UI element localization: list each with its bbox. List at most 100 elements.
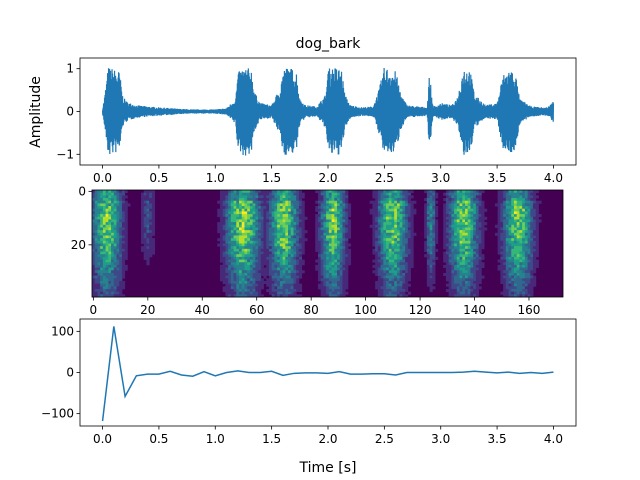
spectrogram-cell: [141, 206, 145, 210]
spectrogram-cell: [252, 200, 256, 204]
spectrogram-cell: [473, 195, 477, 199]
spectrogram-cell: [111, 238, 115, 242]
spectrogram-cell: [320, 195, 324, 199]
spectrogram-cell: [102, 251, 107, 255]
spectrogram-cell: [342, 211, 346, 215]
spectrogram-cell: [505, 230, 509, 234]
spectrogram-cell: [282, 216, 286, 220]
spectrogram-cell: [388, 256, 392, 260]
spectrogram-cell: [459, 278, 463, 282]
spectrogram-cell: [500, 206, 504, 210]
spectrogram-cell: [326, 238, 330, 242]
spectrogram-cell: [317, 259, 322, 263]
spectrogram-cell: [511, 291, 515, 295]
spectrogram-cell: [511, 248, 515, 252]
spectrogram-cell: [497, 198, 501, 202]
spectrogram-cell: [375, 230, 379, 234]
spectrogram-cell: [519, 219, 523, 223]
spectrogram-cell: [451, 272, 455, 276]
spectrogram-cell: [454, 278, 458, 282]
spectrogram-cell: [252, 235, 256, 239]
spectrogram-cell: [244, 270, 248, 274]
spectrogram-cell: [535, 200, 539, 204]
spectrogram-cell: [429, 203, 433, 207]
spectrogram-cell: [505, 286, 509, 290]
spectrogram-cell: [252, 254, 256, 258]
spectrogram-cell: [320, 264, 324, 268]
spectrogram-cell: [484, 216, 488, 220]
spectrogram-cell: [255, 264, 259, 268]
spectrogram-cell: [263, 214, 267, 218]
spectrogram-cell: [247, 227, 251, 231]
spectrogram-cell: [522, 230, 526, 234]
spectrogram-cell: [113, 264, 117, 268]
spectrogram-cell: [530, 198, 534, 202]
derivative-line: [101, 326, 554, 422]
spectrogram-cell: [516, 198, 520, 202]
spectrogram-cell: [432, 232, 436, 236]
spectrogram-cell: [108, 190, 112, 194]
spectrogram-cell: [432, 227, 436, 231]
spectrogram-cell: [317, 200, 322, 204]
spectrogram-cell: [426, 230, 430, 234]
spectrogram-cell: [228, 192, 232, 196]
spectrogram-cell: [334, 278, 338, 282]
spectrogram-cell: [399, 264, 403, 268]
spectrogram-cell: [386, 235, 390, 239]
spectrogram-cell: [94, 232, 98, 236]
spectrogram-cell: [241, 192, 245, 196]
spectrogram-cell: [456, 294, 460, 298]
spectrogram-cell: [503, 200, 507, 204]
spectrogram-cell: [339, 190, 343, 194]
spectrogram-cell: [228, 232, 232, 236]
spectrogram-cell: [467, 286, 471, 290]
spectrogram-cell: [410, 238, 414, 242]
spectrogram-cell: [94, 227, 98, 231]
spectrogram-cell: [279, 248, 283, 252]
spectrogram-cell: [258, 238, 262, 242]
spectrogram-cell: [323, 232, 327, 236]
spectrogram-cell: [467, 294, 471, 298]
spectrogram-cell: [119, 259, 123, 263]
spectrogram-cell: [255, 224, 259, 228]
spectrogram-cell: [268, 262, 273, 266]
spectrogram-cell: [473, 251, 477, 255]
spectrogram-cell: [380, 192, 384, 196]
spectrogram-cell: [230, 267, 234, 271]
spectrogram-cell: [445, 259, 450, 263]
spectrogram-cell: [402, 275, 406, 279]
spectrogram-cell: [467, 254, 471, 258]
spectrogram-cell: [377, 198, 381, 202]
spectrogram-cell: [151, 240, 156, 244]
spectrogram-cell: [151, 211, 156, 215]
spectrogram-cell: [481, 246, 485, 250]
spectrogram-cell: [247, 230, 251, 234]
spectrogram-cell: [345, 200, 349, 204]
spectrogram-cell: [260, 190, 264, 194]
spectrogram-cell: [249, 195, 254, 199]
spectrogram-cell: [407, 246, 411, 250]
spectrogram-cell: [470, 190, 474, 194]
spectrogram-cell: [429, 200, 433, 204]
spectrogram-cell: [402, 198, 406, 202]
spectrogram-cell: [116, 195, 120, 199]
spectrogram-cell: [277, 238, 281, 242]
spectrogram-cell: [503, 198, 507, 202]
spectrogram-cell: [113, 294, 117, 298]
spectrogram-cell: [500, 254, 504, 258]
spectrogram-cell: [260, 222, 264, 226]
spectrogram-cell: [524, 243, 528, 247]
spectrogram-cell: [459, 230, 463, 234]
spectrogram-cell: [236, 267, 240, 271]
spectrogram-cell: [405, 195, 409, 199]
spectrogram-cell: [328, 267, 332, 271]
spectrogram-cell: [113, 216, 117, 220]
spectrogram-cell: [108, 264, 112, 268]
spectrogram-cell: [266, 246, 270, 250]
spectrogram-cell: [111, 264, 115, 268]
spectrogram-cell: [345, 248, 349, 252]
spectrogram-cell: [255, 283, 259, 287]
spectrogram-cell: [508, 208, 512, 212]
spectrogram-cell: [230, 227, 234, 231]
spectrogram-cell: [530, 232, 534, 236]
